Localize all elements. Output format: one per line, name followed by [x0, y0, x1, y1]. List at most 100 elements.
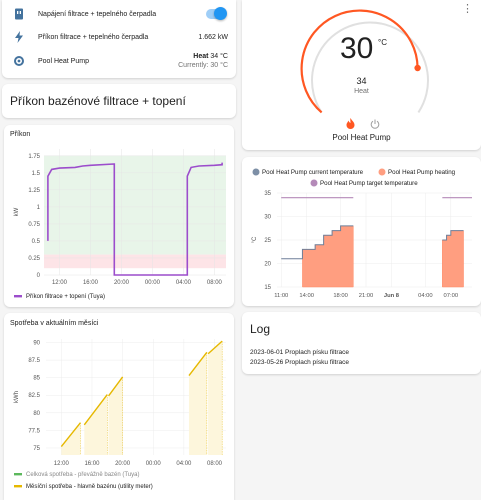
y-tick-label: 0 — [37, 273, 41, 279]
legend-label: Celková spotřeba - převážně bazén (Tuya) — [26, 472, 140, 478]
x-tick-label: 04:00 — [418, 293, 433, 299]
heat-pump-current: Currently: 30 °C — [178, 62, 228, 69]
heat-pump-label: Pool Heat Pump — [38, 57, 89, 65]
power-chart-card: Příkon 0 0.25 0.5 0.75 1 1.25 1.5 1.75 12:00 16:0… — [4, 125, 234, 307]
x-tick-label: 08:00 — [207, 280, 223, 286]
log-card: Log 2023-06-01 Proplach písku filtrace 2… — [242, 312, 481, 374]
consumption-segment — [60, 422, 82, 448]
consumption-segment — [188, 351, 208, 376]
y-tick-label: 0.75 — [28, 222, 40, 228]
power-series-line — [47, 162, 223, 276]
x-tick-label: 08:00 — [207, 461, 223, 467]
y-tick-label: 75 — [33, 446, 40, 452]
x-tick-label: 20:00 — [115, 461, 131, 467]
log-entry: 2023-06-01 Proplach písku filtrace — [250, 349, 350, 356]
log-entry: 2023-05-26 Proplach písku filtrace — [250, 359, 350, 366]
x-tick-label: 00:00 — [145, 280, 161, 286]
dial-track — [311, 21, 429, 113]
y-tick-label: 82.5 — [28, 393, 40, 399]
consumption-area — [188, 352, 207, 455]
x-tick-label: 12:00 — [52, 280, 68, 286]
legend-label: Pool Heat Pump target temperature — [320, 180, 418, 187]
entities-card: Napájení filtrace + tepelného čerpadla P… — [2, 0, 236, 78]
y-tick-label: 20 — [264, 262, 271, 268]
y-tick-label: 1.5 — [32, 171, 41, 177]
x-tick-label: 12:00 — [54, 461, 70, 467]
consumption-segment — [207, 340, 223, 355]
toggle-knob — [214, 7, 227, 20]
current-temperature-line — [281, 225, 354, 260]
legend-swatch — [14, 295, 22, 298]
hvac-mode: Heat — [354, 88, 369, 95]
power-switch-row[interactable]: Napájení filtrace + tepelného čerpadla — [2, 3, 236, 25]
consumption-segment — [107, 376, 124, 397]
dial-handle[interactable] — [414, 64, 421, 72]
monthly-chart-title: Spotřeba v aktuálním měsíci — [10, 320, 99, 327]
y-tick-label: 0.5 — [32, 239, 41, 245]
x-tick-label: 16:00 — [83, 280, 99, 286]
heat-pump-state: Heat 34 °C Currently: 30 °C — [178, 52, 228, 70]
x-tick-label: 18:00 — [333, 293, 348, 299]
y-axis-unit: kW — [14, 207, 20, 216]
x-tick-label: 20:00 — [114, 280, 130, 286]
y-tick-label: 30 — [264, 215, 271, 221]
y-tick-label: 1.75 — [28, 154, 40, 160]
thermostat-card: ⋮ 30 °C 34 Heat Pool Heat Pump — [242, 0, 481, 150]
legend-swatch — [14, 473, 22, 476]
thermostat-name: Pool Heat Pump — [332, 133, 391, 142]
legend-label: Příkon filtrace + topení (Tuya) — [26, 294, 105, 300]
x-tick-label: 04:00 — [176, 280, 192, 286]
dial-active-arc — [300, 9, 419, 114]
y-tick-label: 15 — [264, 285, 271, 291]
y-axis-unit: °C — [252, 236, 258, 243]
consumption-area — [84, 394, 108, 455]
heat-pump-row[interactable]: Pool Heat Pump Heat 34 °C Currently: 30 … — [2, 50, 236, 72]
x-tick-label: 00:00 — [146, 461, 162, 467]
y-tick-label: 80 — [33, 411, 40, 417]
y-tick-label: 1.25 — [28, 188, 40, 194]
x-tick-label: 04:00 — [176, 461, 192, 467]
power-switch-label: Napájení filtrace + tepelného čerpadla — [38, 10, 157, 18]
consumption-segment — [83, 394, 108, 426]
history-chart-card: Pool Heat Pump current temperature Pool H… — [242, 157, 481, 306]
legend-label: Pool Heat Pump heating — [388, 169, 456, 176]
x-tick-label: 21:00 — [359, 293, 374, 299]
thermostat-dial[interactable] — [242, 0, 481, 150]
power-socket-icon — [12, 7, 26, 21]
right-column: ⋮ 30 °C 34 Heat Pool Heat Pump Pool Heat… — [242, 0, 481, 500]
monthly-chart: 75 77.5 80 82.5 85 87.5 90 12:00 16:00 20:00 00:00… — [14, 339, 226, 490]
power-off-icon[interactable] — [370, 116, 380, 134]
legend-dot — [310, 179, 318, 187]
current-temperature-line — [442, 230, 464, 241]
y-tick-label: 1 — [37, 205, 41, 211]
log-title: Log — [250, 322, 271, 336]
y-tick-label: 25 — [264, 238, 271, 244]
section-title: Příkon bazénové filtrace + topení — [10, 94, 186, 108]
legend-label: Pool Heat Pump current temperature — [262, 169, 364, 176]
power-toggle[interactable] — [206, 7, 227, 20]
power-sensor-row[interactable]: Příkon filtrace + tepelného čerpadla 1.6… — [2, 26, 236, 48]
y-tick-label: 87.5 — [28, 358, 40, 364]
low-range-band — [44, 254, 226, 269]
y-tick-label: 85 — [33, 376, 40, 382]
power-chart-title: Příkon — [10, 131, 31, 138]
current-temperature: 34 — [356, 76, 367, 86]
thermostat-icon — [12, 54, 26, 68]
power-sensor-label: Příkon filtrace + tepelného čerpadla — [38, 33, 149, 41]
consumption-area — [108, 376, 123, 455]
y-tick-label: 90 — [33, 341, 40, 347]
x-tick-label: 16:00 — [84, 461, 100, 467]
power-chart: 0 0.25 0.5 0.75 1 1.25 1.5 1.75 12:00 16:00 20:00 0… — [14, 149, 226, 300]
target-temperature: 30 — [340, 32, 374, 65]
x-tick-label: Jun 8 — [384, 293, 400, 299]
y-axis-unit: kWh — [14, 391, 20, 403]
legend-swatch — [14, 485, 22, 488]
y-tick-label: 35 — [264, 191, 271, 197]
flame-icon[interactable] — [346, 116, 355, 134]
legend-dot — [378, 168, 386, 176]
heat-pump-mode: Heat — [193, 53, 209, 60]
more-menu-icon[interactable]: ⋮ — [462, 3, 473, 15]
history-chart: Pool Heat Pump current temperature Pool H… — [252, 168, 472, 299]
flash-icon — [12, 30, 26, 44]
heating-area — [442, 230, 464, 288]
